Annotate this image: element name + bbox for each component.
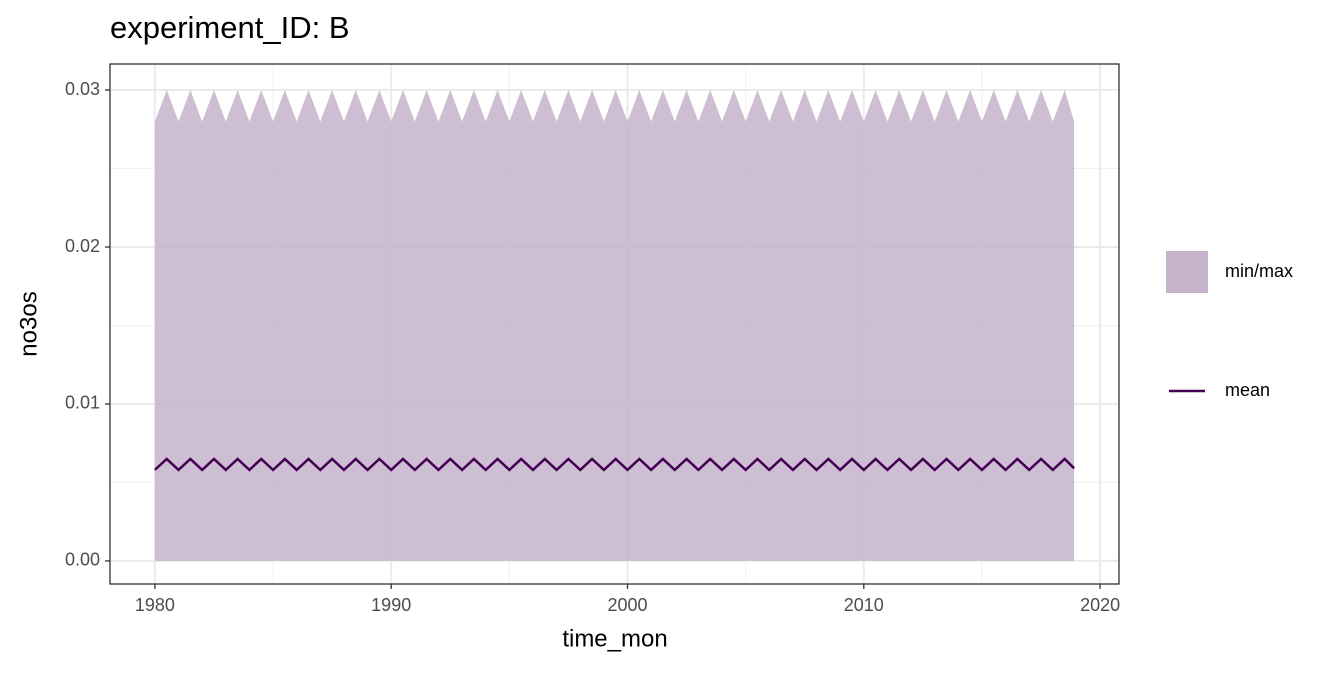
y-tick-label: 0.02: [65, 236, 100, 256]
x-tick-label: 2020: [1080, 595, 1120, 615]
y-axis-label: no3os: [15, 291, 42, 356]
chart-title: experiment_ID: B: [110, 10, 350, 45]
legend-label: mean: [1225, 380, 1270, 400]
legend-label: min/max: [1225, 261, 1293, 281]
legend-key: [1166, 251, 1208, 293]
x-tick-label: 1990: [371, 595, 411, 615]
y-tick-label: 0.01: [65, 393, 100, 413]
x-tick-label: 1980: [135, 595, 175, 615]
mean-line: [154, 457, 1075, 472]
y-tick-label: 0.00: [65, 550, 100, 570]
x-axis-label: time_mon: [562, 625, 667, 652]
plot-border: [109, 63, 1120, 585]
min-max-band: [154, 90, 1075, 561]
x-tick-label: 2010: [844, 595, 884, 615]
y-tick-label: 0.03: [65, 79, 100, 99]
x-tick-label: 2000: [607, 595, 647, 615]
